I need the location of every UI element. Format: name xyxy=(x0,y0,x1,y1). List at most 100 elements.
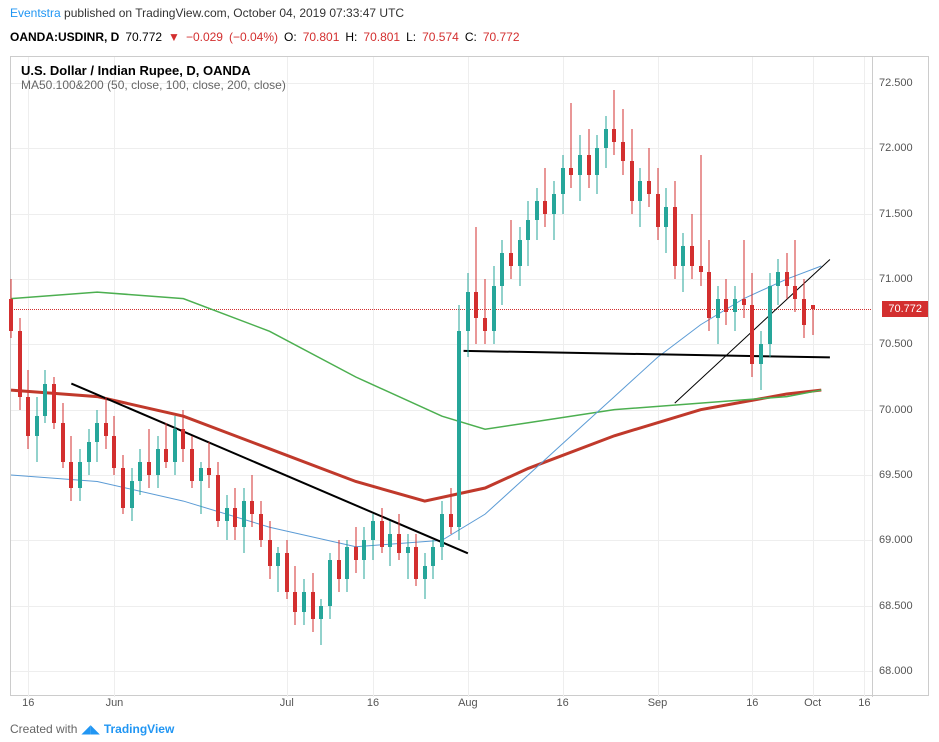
gridline xyxy=(11,214,873,215)
candle xyxy=(473,227,479,345)
pub-text: published on xyxy=(64,6,132,20)
l-label: L: xyxy=(406,30,416,44)
y-tick-label: 69.500 xyxy=(879,469,913,481)
candle xyxy=(620,109,626,174)
candle xyxy=(172,416,178,475)
candle xyxy=(275,547,281,593)
candle xyxy=(637,168,643,227)
candle xyxy=(439,501,445,560)
candle xyxy=(396,514,402,560)
y-tick-label: 68.500 xyxy=(879,600,913,612)
candle xyxy=(456,305,462,540)
candle xyxy=(775,259,781,305)
gridline xyxy=(813,57,814,697)
gridline xyxy=(11,148,873,149)
candle xyxy=(611,90,617,155)
c-label: C: xyxy=(465,30,477,44)
candle xyxy=(336,540,342,592)
candle xyxy=(120,455,126,514)
candle xyxy=(42,370,48,422)
o-val: 70.801 xyxy=(303,30,340,44)
candle xyxy=(8,279,14,338)
gridline xyxy=(468,57,469,697)
candle xyxy=(749,273,755,377)
candle xyxy=(163,423,169,469)
candle xyxy=(491,266,497,344)
gridline xyxy=(373,57,374,697)
candle xyxy=(792,240,798,312)
gridline xyxy=(11,606,873,607)
candle xyxy=(551,181,557,240)
site-name: TradingView.com xyxy=(135,6,226,20)
candle xyxy=(706,240,712,331)
candle xyxy=(430,540,436,579)
candle xyxy=(17,318,23,409)
candle xyxy=(137,449,143,495)
y-tick-label: 71.500 xyxy=(879,208,913,220)
candle xyxy=(680,233,686,292)
candle xyxy=(723,279,729,325)
y-tick-label: 70.000 xyxy=(879,404,913,416)
candle xyxy=(560,155,566,214)
candle xyxy=(249,475,255,527)
candle xyxy=(387,521,393,567)
candle xyxy=(267,521,273,580)
candle xyxy=(741,240,747,318)
footer-text: Created with xyxy=(10,722,77,736)
gridline xyxy=(563,57,564,697)
candle xyxy=(534,188,540,240)
tradingview-logo-icon: ◢◣ xyxy=(81,722,99,736)
candle xyxy=(94,410,100,462)
candle xyxy=(758,331,764,390)
chart-title-main: U.S. Dollar / Indian Rupee, D, OANDA xyxy=(21,63,286,78)
change: −0.029 xyxy=(186,30,223,44)
author-link[interactable]: Eventstra xyxy=(10,6,61,20)
candle xyxy=(241,488,247,553)
candle xyxy=(86,429,92,475)
candle xyxy=(568,103,574,188)
x-tick-label: 16 xyxy=(858,697,870,709)
candle xyxy=(370,514,376,560)
candle xyxy=(34,397,40,462)
y-tick-label: 68.000 xyxy=(879,665,913,677)
gridline xyxy=(658,57,659,697)
gridline xyxy=(752,57,753,697)
candle xyxy=(663,188,669,253)
gridline xyxy=(114,57,115,697)
candle xyxy=(68,436,74,501)
x-tick-label: 16 xyxy=(746,697,758,709)
candle xyxy=(767,273,773,358)
candle xyxy=(379,508,385,554)
candle xyxy=(353,527,359,573)
candle xyxy=(361,527,367,579)
candle xyxy=(77,449,83,501)
candle xyxy=(310,573,316,632)
change-pct: (−0.04%) xyxy=(229,30,278,44)
l-val: 70.574 xyxy=(422,30,459,44)
candle xyxy=(25,370,31,448)
candle xyxy=(292,566,298,625)
candle xyxy=(517,227,523,286)
candle xyxy=(465,273,471,358)
candle xyxy=(206,442,212,488)
candle xyxy=(646,148,652,207)
brand[interactable]: TradingView xyxy=(104,722,174,736)
candle xyxy=(784,253,790,299)
x-tick-label: 16 xyxy=(22,697,34,709)
candle xyxy=(224,495,230,541)
chart-area[interactable]: U.S. Dollar / Indian Rupee, D, OANDA MA5… xyxy=(10,56,929,696)
overlay-lines xyxy=(11,57,873,697)
candle xyxy=(103,397,109,449)
gridline xyxy=(11,671,873,672)
x-tick-label: Aug xyxy=(458,697,478,709)
price-tag: 70.772 xyxy=(882,301,928,317)
candle xyxy=(422,553,428,599)
candle xyxy=(60,403,66,468)
plot[interactable] xyxy=(11,57,873,697)
candle xyxy=(146,429,152,488)
y-tick-label: 72.000 xyxy=(879,142,913,154)
candle xyxy=(180,410,186,462)
candle xyxy=(629,129,635,214)
y-tick-label: 71.000 xyxy=(879,273,913,285)
candle xyxy=(603,116,609,168)
